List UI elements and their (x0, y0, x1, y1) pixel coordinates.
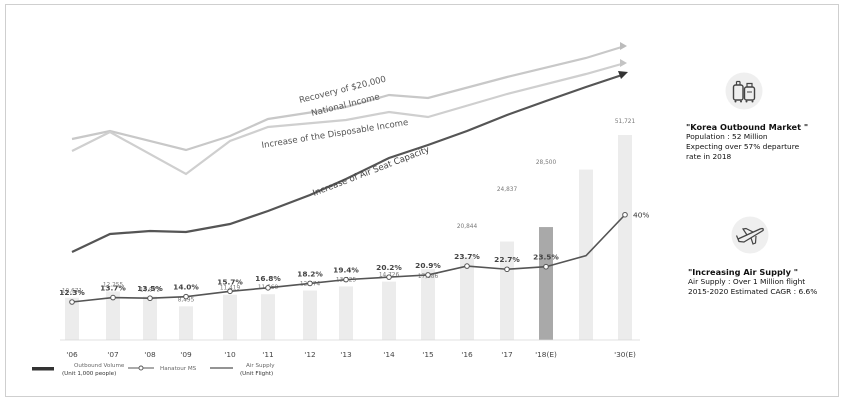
trend-line-disposable (71, 61, 626, 176)
bar-value-label: 51,721 (615, 119, 636, 125)
ms-marker (307, 280, 313, 287)
trend-arrowhead-income (620, 42, 627, 50)
volume-bar (261, 294, 275, 340)
ms-value-label: 19.4% (333, 266, 359, 275)
luggage-icon (725, 72, 763, 110)
ms-marker (69, 299, 75, 305)
ms-marker (227, 288, 233, 295)
x-tick-label: '12 (304, 350, 315, 359)
legend-label-volume: Outbound Volume (74, 363, 125, 369)
ms-marker (265, 285, 271, 291)
ms-marker (110, 294, 116, 301)
ms-value-label: 12.3% (59, 288, 85, 297)
x-tick-label: '15 (422, 350, 434, 359)
ms-marker (543, 263, 549, 270)
ms-value-label: 18.2% (297, 269, 323, 278)
x-tick-label: '18(E) (535, 350, 557, 359)
volume-bar (500, 241, 514, 340)
volume-bar (339, 286, 353, 340)
ms-value-label: 13.7% (100, 284, 126, 293)
trend-line-income (71, 44, 626, 152)
legend-label-ms: Hanatour MS (160, 366, 197, 372)
volume-bar (303, 290, 317, 340)
volume-bar (106, 291, 120, 340)
bar-value-label: 28,500 (536, 160, 557, 166)
trend-arrowhead-disposable (620, 59, 627, 67)
bar-value-label: 10,671 (62, 289, 83, 295)
volume-bar (143, 296, 157, 340)
market-line-2: Expecting over 57% departure (686, 142, 800, 151)
legend-swatch-volume (32, 367, 54, 371)
ms-value-label: 20.2% (376, 263, 402, 272)
x-tick-label: '10 (224, 350, 236, 359)
x-tick-label: '07 (107, 350, 119, 359)
trend-label-disposable: Increase of the Disposable Income (261, 118, 409, 151)
trend-label-air-seat: Increase of Air Seat Capacity (311, 145, 431, 199)
x-tick-label: '13 (340, 350, 352, 359)
ms-marker (464, 263, 470, 269)
ms-marker (386, 274, 392, 280)
x-tick-label: '11 (262, 350, 274, 359)
market-title: "Korea Outbound Market " (686, 122, 809, 132)
bar-value-label: 10,973 (140, 288, 161, 294)
ms-marker (147, 295, 153, 302)
legend-unit-air: (Unit Flight) (240, 371, 273, 377)
airplane-icon (731, 216, 769, 254)
legend-swatch-ms-marker (138, 365, 144, 371)
ms-value-label: 23.5% (533, 253, 559, 262)
x-tick-label: '14 (383, 350, 395, 359)
x-tick-label: '09 (180, 350, 192, 359)
x-tick-label: '17 (501, 350, 513, 359)
bar-value-label: 24,837 (497, 187, 518, 193)
x-tick-label: '06 (66, 350, 78, 359)
bar-value-label: 20,844 (457, 224, 478, 230)
air-line-2: 2015-2020 Estimated CAGR : 6.6% (688, 287, 818, 296)
legend-label-air: Air Supply (246, 363, 275, 369)
trend-arrowhead-air-seat (618, 71, 628, 79)
ms-value-label: 15.7% (217, 277, 243, 286)
chart-frame (5, 4, 839, 397)
air-line-1: Air Supply : Over 1 Million flight (688, 277, 806, 286)
x-tick-label: '30(E) (614, 350, 636, 359)
volume-bar (382, 281, 396, 340)
ms-value-label: 13.5% (137, 284, 163, 293)
volume-bar (65, 297, 79, 340)
ms-value-label: 40% (633, 211, 649, 220)
ms-marker (504, 266, 510, 273)
market-line-1: Population : 52 Million (686, 132, 768, 141)
volume-bar (223, 294, 237, 340)
trend-line-air-seat (71, 73, 623, 253)
ms-marker (343, 276, 349, 283)
volume-bar (460, 257, 474, 340)
bar-value-label: 8,495 (178, 297, 195, 303)
ms-value-label: 23.7% (454, 252, 480, 261)
volume-bar (179, 306, 193, 340)
legend-unit-volume: (Unit 1,000 people) (62, 371, 116, 377)
ms-marker (425, 272, 431, 278)
ms-marker (183, 293, 189, 300)
air-title: "Increasing Air Supply " (688, 267, 799, 277)
bar-value-label: 12,255 (103, 282, 124, 288)
x-tick-label: '08 (144, 350, 156, 359)
volume-bar (539, 227, 553, 340)
volume-bar (421, 269, 435, 340)
ms-marker (622, 211, 628, 218)
volume-bar (618, 135, 632, 340)
ms-value-label: 22.7% (494, 255, 520, 264)
ms-value-label: 20.9% (415, 261, 441, 270)
x-tick-label: '16 (461, 350, 473, 359)
ms-value-label: 14.0% (173, 283, 199, 292)
market-line-3: rate in 2018 (686, 152, 732, 161)
ms-value-label: 16.8% (255, 274, 281, 283)
